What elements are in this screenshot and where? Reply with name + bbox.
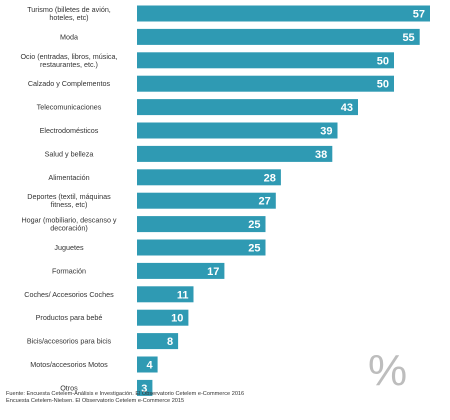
category-label-9-line-0: Hogar (mobiliario, descanso y: [21, 216, 116, 225]
bar-1: [137, 28, 420, 45]
bar-8: [137, 192, 276, 209]
value-label-9: 25: [248, 219, 260, 231]
value-label-13: 10: [171, 313, 183, 325]
source-note-1: Fuente: Encuesta Cetelem-Análisis e Inve…: [6, 391, 245, 397]
bar-12: [137, 286, 194, 303]
category-label-5-line-0: Electrodomésticos: [40, 126, 99, 135]
category-label-10-line-0: Juguetes: [54, 243, 84, 252]
bars-group: [137, 5, 430, 396]
value-label-10: 25: [248, 243, 260, 255]
source-note-2: Encuesta Cetelem-Nielsen. El Observatori…: [6, 398, 185, 404]
value-label-15: 4: [146, 360, 153, 372]
value-label-12: 11: [177, 289, 189, 301]
percent-unit-mark: %: [368, 346, 407, 395]
value-label-3: 50: [377, 79, 389, 91]
bar-6: [137, 145, 333, 162]
bar-5: [137, 122, 338, 139]
category-label-16-line-0: Otros: [60, 383, 78, 392]
bar-3: [137, 75, 394, 92]
bar-0: [137, 5, 430, 22]
bar-10: [137, 239, 266, 256]
value-label-8: 27: [259, 196, 271, 208]
category-labels-group: Turismo (billetes de avión,hoteles, etc)…: [20, 5, 117, 392]
value-label-11: 17: [207, 266, 219, 278]
value-label-4: 43: [341, 102, 353, 114]
category-label-14-line-0: Bicis/accesorios para bicis: [27, 337, 112, 346]
category-label-9-line-1: decoración): [50, 224, 88, 233]
bar-16: [137, 379, 153, 396]
value-label-0: 57: [413, 9, 425, 21]
category-label-12-line-0: Coches/ Accesorios Coches: [24, 290, 114, 299]
category-label-3-line-0: Calzado y Complementos: [28, 79, 111, 88]
value-label-2: 50: [377, 55, 389, 67]
value-label-1: 55: [402, 32, 414, 44]
category-label-11-line-0: Formación: [52, 266, 86, 275]
value-label-7: 28: [264, 172, 276, 184]
category-label-4-line-0: Telecomunicaciones: [37, 103, 102, 112]
value-label-5: 39: [320, 126, 332, 138]
bar-13: [137, 309, 189, 326]
category-label-8-line-0: Deportes (textil, máquinas: [27, 192, 111, 201]
bar-2: [137, 52, 394, 69]
bar-11: [137, 262, 225, 279]
category-label-6-line-0: Salud y belleza: [45, 149, 94, 158]
category-label-0-line-0: Turismo (billetes de avión,: [27, 5, 111, 14]
category-label-7-line-0: Alimentación: [48, 173, 89, 182]
category-label-13-line-0: Productos para bebé: [36, 313, 103, 322]
category-label-1-line-0: Moda: [60, 32, 78, 41]
bar-14: [137, 333, 179, 350]
category-label-15-line-0: Motos/accesorios Motos: [30, 360, 108, 369]
value-label-6: 38: [315, 149, 327, 161]
bar-4: [137, 99, 358, 116]
category-label-8-line-1: fitness, etc): [51, 200, 88, 209]
category-label-2-line-0: Ocio (entradas, libros, música,: [20, 52, 117, 61]
bar-9: [137, 216, 266, 233]
category-label-0-line-1: hoteles, etc): [49, 13, 88, 22]
value-label-14: 8: [167, 336, 173, 348]
bar-7: [137, 169, 281, 186]
value-label-16: 3: [141, 383, 147, 395]
bar-15: [137, 356, 158, 373]
category-label-2-line-1: restaurantes, etc.): [40, 60, 98, 69]
